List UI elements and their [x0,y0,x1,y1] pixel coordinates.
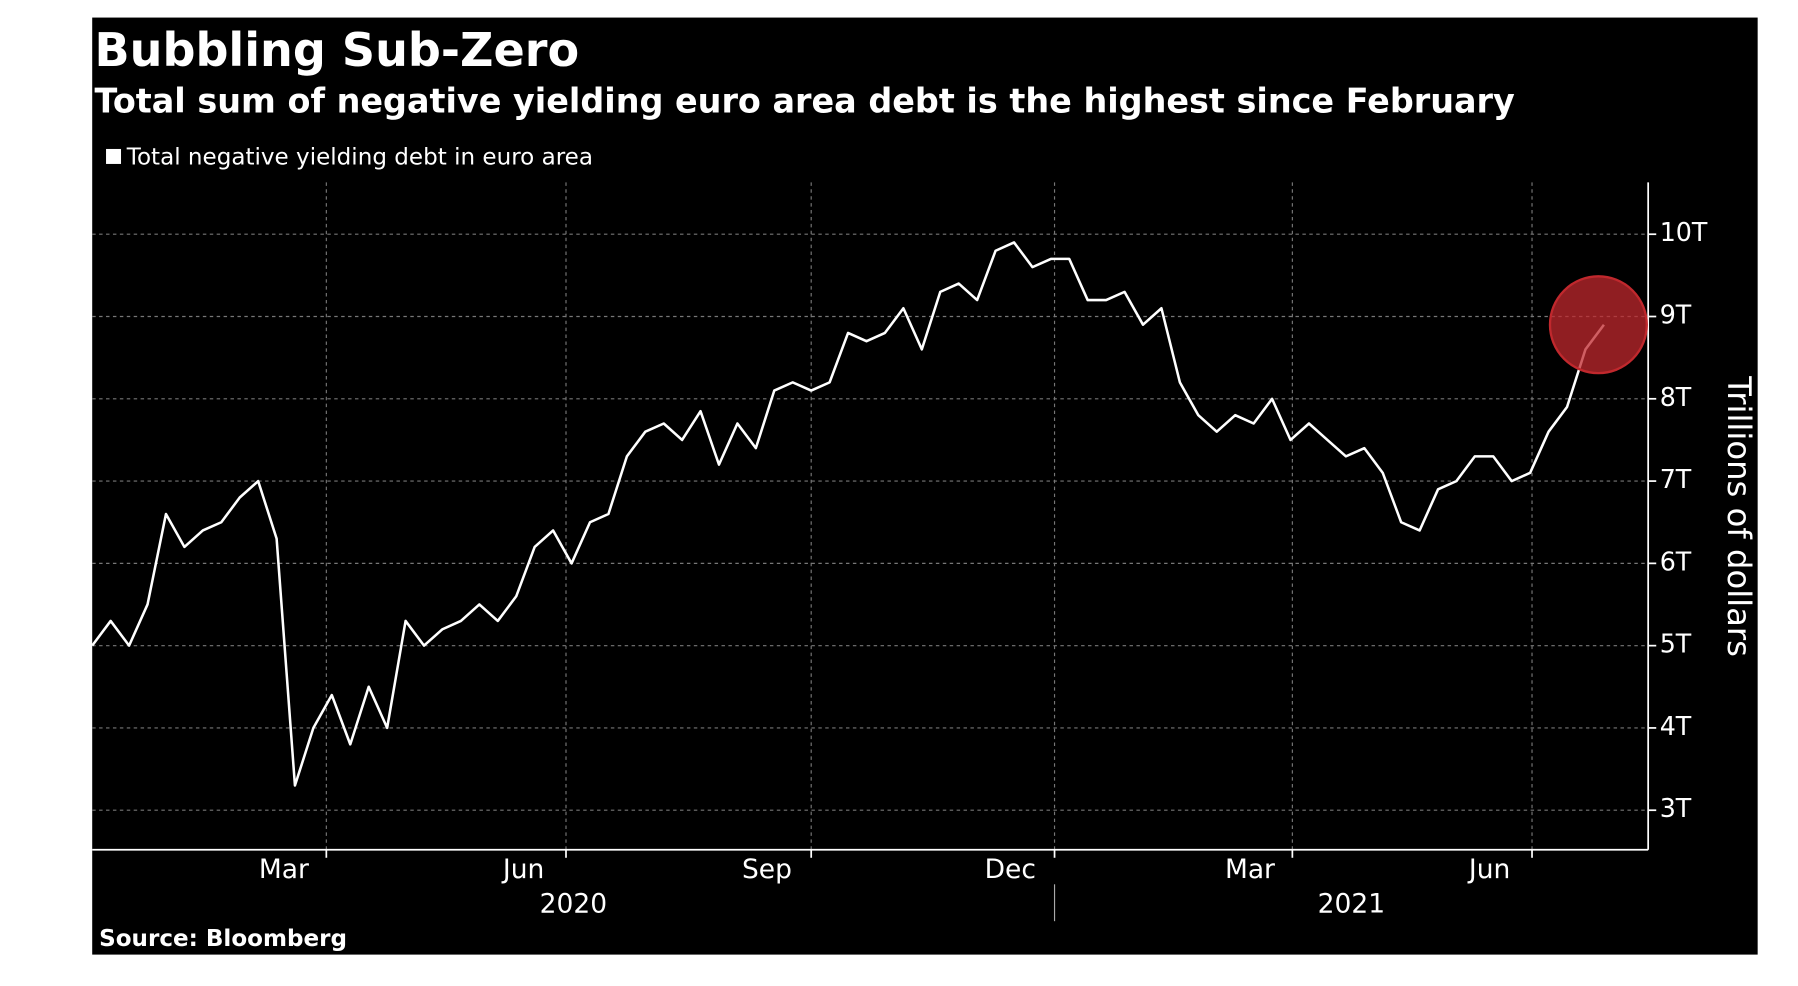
y-tick-label: 5T [1660,629,1692,659]
y-axis-label: Trillions of dollars [1720,375,1758,657]
year-label: 2020 [540,889,607,920]
year-label: 2021 [1318,889,1385,920]
legend-swatch [106,148,122,164]
y-tick-label: 6T [1660,546,1692,576]
x-tick-label: Mar [259,854,309,885]
panel [92,17,1758,955]
source: Source: Bloomberg [99,926,347,952]
y-tick-label: 7T [1660,464,1692,494]
chart-subtitle: Total sum of negative yielding euro area… [95,81,1516,120]
x-tick-label: Dec [985,854,1036,885]
legend-label: Total negative yielding debt in euro are… [126,145,593,171]
x-tick-label: Mar [1225,854,1275,885]
x-tick-label: Jun [1467,854,1510,885]
chart-title: Bubbling Sub-Zero [95,23,580,77]
y-tick-label: 8T [1660,382,1692,412]
y-tick-label: 10T [1660,217,1708,247]
highlight-circle [1548,275,1648,375]
y-tick-label: 4T [1660,711,1692,741]
y-tick-label: 3T [1660,793,1692,823]
series-line [91,241,1605,787]
y-tick-label: 9T [1660,300,1692,330]
x-tick-label: Jun [501,854,544,885]
x-tick-label: Sep [742,854,792,885]
